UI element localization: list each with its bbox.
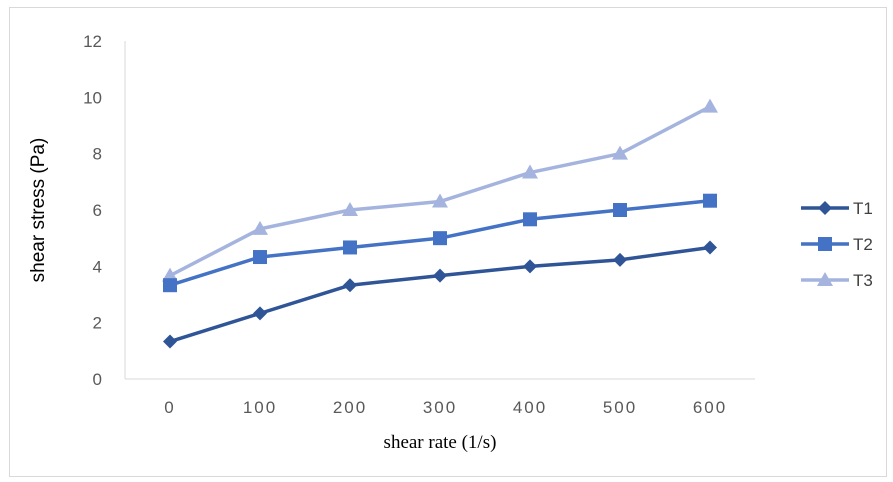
legend-item-t3: T3 bbox=[801, 271, 873, 290]
chart-frame bbox=[9, 7, 887, 477]
legend-item-t1: T1 bbox=[801, 199, 873, 218]
y-tick-label: 4 bbox=[93, 257, 102, 276]
data-point-t1 bbox=[163, 334, 177, 349]
legend-label: T2 bbox=[853, 235, 873, 254]
data-point-t3 bbox=[432, 193, 448, 208]
x-tick-label: 400 bbox=[513, 398, 547, 417]
data-point-t3 bbox=[702, 98, 718, 113]
legend-marker bbox=[818, 237, 832, 251]
y-tick-label: 0 bbox=[93, 370, 102, 389]
series-line-t3 bbox=[169, 105, 711, 278]
x-tick-label: 500 bbox=[603, 398, 637, 417]
data-point-t1 bbox=[703, 240, 717, 255]
y-tick-label: 8 bbox=[93, 145, 102, 164]
data-point-t2 bbox=[433, 231, 447, 246]
legend-item-t2: T2 bbox=[801, 235, 873, 254]
data-point-t1 bbox=[433, 268, 447, 283]
data-point-t3 bbox=[342, 202, 358, 216]
data-point-t1 bbox=[343, 278, 357, 293]
y-tick-label: 12 bbox=[83, 32, 102, 51]
data-point-t2 bbox=[523, 212, 537, 227]
data-point-t1 bbox=[523, 259, 537, 274]
data-point-t3 bbox=[612, 145, 628, 160]
data-point-t2 bbox=[343, 240, 357, 255]
data-point-t1 bbox=[613, 252, 627, 267]
x-tick-label: 100 bbox=[243, 398, 277, 417]
x-tick-label: 600 bbox=[693, 398, 727, 417]
y-axis-title: shear stress (Pa) bbox=[28, 138, 49, 283]
data-point-t3 bbox=[162, 267, 178, 282]
legend-marker bbox=[818, 201, 832, 215]
legend-label: T3 bbox=[853, 271, 873, 290]
data-point-t2 bbox=[703, 193, 717, 208]
y-tick-label: 10 bbox=[83, 88, 102, 107]
data-point-t2 bbox=[253, 250, 267, 265]
legend-marker bbox=[817, 272, 833, 286]
y-tick-label: 6 bbox=[93, 201, 102, 220]
data-point-t2 bbox=[163, 278, 177, 293]
x-tick-label: 200 bbox=[333, 398, 367, 417]
x-axis-title: shear rate (1/s) bbox=[384, 432, 497, 453]
data-point-t3 bbox=[522, 164, 538, 179]
legend-label: T1 bbox=[853, 199, 873, 218]
x-tick-label: 300 bbox=[423, 398, 457, 417]
x-tick-label: 0 bbox=[164, 398, 175, 417]
data-point-t3 bbox=[252, 220, 268, 235]
y-tick-label: 2 bbox=[93, 314, 102, 333]
series-t3 bbox=[169, 105, 711, 278]
data-point-t2 bbox=[613, 203, 627, 217]
data-point-t1 bbox=[253, 306, 267, 321]
